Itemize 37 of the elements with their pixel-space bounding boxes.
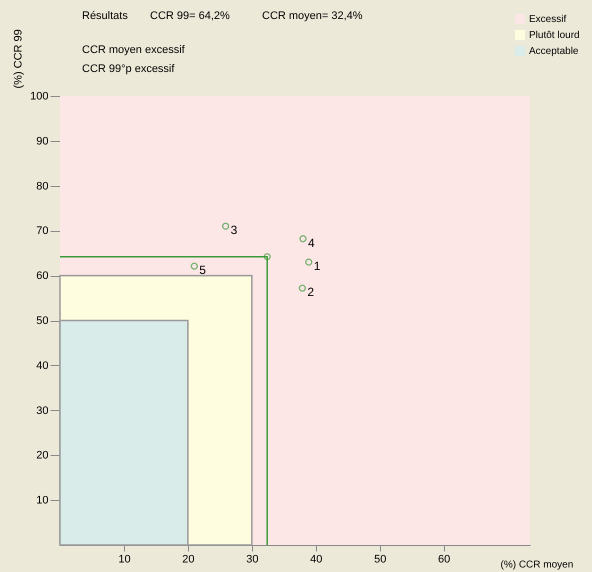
annotation: 4 <box>308 236 315 250</box>
legend-label: Acceptable <box>529 46 579 57</box>
y-tick-label: 40 <box>36 360 48 372</box>
y-tick-label: 20 <box>36 450 48 462</box>
point <box>305 258 312 266</box>
annotation: 3 <box>230 223 238 238</box>
text: CCR moyen excessif <box>82 44 186 56</box>
annotation: 2 <box>307 285 314 300</box>
y-tick-label: 70 <box>36 225 48 238</box>
point <box>222 222 230 230</box>
x-tick-label: 50 <box>374 554 386 566</box>
x-tick-label: 40 <box>310 554 322 566</box>
y-tick-label: 80 <box>36 180 48 192</box>
point <box>298 284 306 292</box>
point <box>264 253 271 260</box>
text: CCR 99= 64,2% <box>150 10 230 22</box>
annotation: 5 <box>199 263 206 278</box>
text: CCR 99°p excessif <box>82 63 176 75</box>
y-tick-label: 100 <box>30 90 48 102</box>
point <box>299 235 307 242</box>
y-tick-label: 50 <box>36 315 48 327</box>
point <box>190 262 198 270</box>
legend-label: Plutôt lourd <box>529 30 580 41</box>
x-tick-label: 30 <box>246 554 258 566</box>
text: CCR moyen= 32,4% <box>262 10 363 22</box>
chart-title: Résultats <box>82 10 128 22</box>
y-tick-label: 10 <box>36 494 48 507</box>
y-tick-label: 90 <box>36 135 48 148</box>
y-tick-label: 60 <box>36 270 48 282</box>
x-tick-label: 60 <box>438 554 450 566</box>
y-axis-title: (%) CCR 99 <box>12 29 24 88</box>
annotation: 1 <box>314 259 321 274</box>
x-tick-label: 20 <box>182 554 195 566</box>
legend-label: Excessif <box>529 14 566 25</box>
x-axis-title: (%) CCR moyen <box>500 560 574 570</box>
x-tick-label: 10 <box>118 554 131 566</box>
y-tick-label: 30 <box>36 404 48 417</box>
